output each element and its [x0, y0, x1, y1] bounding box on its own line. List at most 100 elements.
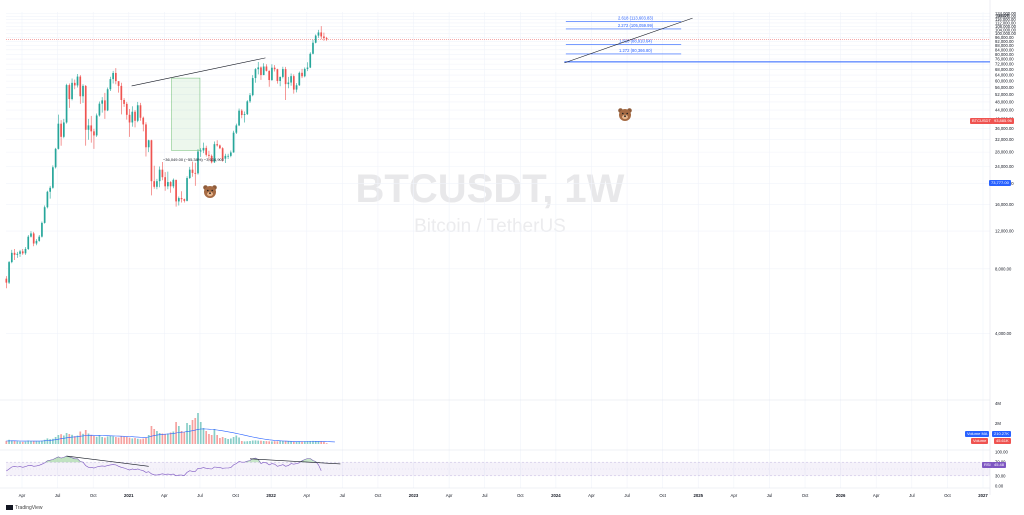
candle-body: [216, 144, 219, 146]
rsi-value: 45.48: [992, 462, 1007, 468]
candle-body: [175, 179, 177, 202]
volume-bar: [131, 438, 134, 444]
candle-body: [213, 144, 216, 163]
candle-body: [62, 122, 65, 137]
time-tick-label: Jul: [909, 493, 915, 498]
candle-body: [257, 67, 260, 70]
volume-bar: [314, 441, 317, 444]
candle-body: [161, 169, 164, 178]
candle-body: [284, 69, 287, 85]
candle-body: [142, 117, 145, 125]
candle-body: [101, 100, 104, 104]
candle-body: [158, 169, 161, 182]
candle-body: [136, 105, 139, 121]
candle-body: [227, 155, 229, 157]
volume-bar: [21, 441, 24, 444]
candle-body: [46, 191, 49, 208]
volume-bar: [295, 441, 298, 444]
volume-bar: [183, 432, 186, 444]
candle-body: [191, 169, 194, 173]
time-tick-label: Oct: [659, 493, 666, 498]
candle-body: [202, 147, 205, 151]
candle-body: [262, 66, 265, 76]
candle-body: [5, 278, 8, 283]
volume-bar: [123, 436, 125, 444]
candle-body: [167, 182, 169, 187]
volume-bar: [38, 441, 41, 444]
candle-body: [210, 155, 213, 163]
volume-bar: [68, 434, 71, 444]
rsi-pane: [6, 455, 990, 477]
volume-pane: [5, 413, 335, 444]
candle-body: [282, 69, 284, 77]
candle-body: [153, 181, 156, 187]
candle-body: [219, 145, 221, 149]
time-axis[interactable]: Apr Jul Oct 2021 Apr Jul Oct 2022 Apr Jul Oct 2023 A…: [19, 493, 989, 498]
candle-body: [43, 207, 46, 223]
price-tick-label: 116,000.00: [995, 17, 1016, 22]
volume-bar: [246, 441, 249, 444]
price-tick-label: 16,000.00: [995, 202, 1014, 207]
time-tick-label: Oct: [232, 493, 239, 498]
volume-bar: [271, 441, 273, 444]
tradingview-brand[interactable]: TradingView: [6, 505, 43, 511]
volume-tick-label: 4M: [995, 401, 1001, 406]
fibonacci-levels[interactable]: 1.272 (80,366.80) 1.618 (88,910.64) 2.272 …: [6, 16, 990, 63]
time-tick-label: Jul: [624, 493, 630, 498]
candle-body: [240, 110, 243, 116]
candle-body: [205, 147, 208, 155]
candle-body: [268, 70, 271, 81]
price-tick-label: 32,000.00: [995, 137, 1014, 142]
price-tick-label: 24,000.00: [995, 164, 1014, 169]
volume-bar: [254, 440, 257, 444]
volume-bar: [323, 441, 325, 444]
bear-eye-right: [626, 112, 628, 115]
price-tick-label: 36,000.00: [995, 126, 1014, 131]
volume-bar: [180, 431, 183, 444]
time-tick-label: Jul: [197, 493, 203, 498]
volume-bar: [301, 441, 303, 444]
volume-bar: [120, 436, 123, 444]
candle-body: [188, 169, 191, 179]
price-axis[interactable]: 4,000.008,000.0012,000.0016,000.0020,000…: [995, 11, 1017, 489]
volume-bar: [62, 435, 65, 444]
volume-bar: [235, 435, 238, 444]
volume-bar: [112, 436, 114, 444]
candle-body: [254, 69, 257, 79]
volume-bar: [229, 438, 232, 444]
candle-body: [169, 182, 172, 187]
candle-body: [314, 35, 317, 43]
candle-body: [290, 76, 292, 83]
candle-body: [208, 154, 210, 156]
drawings[interactable]: −36,049.00 (−55.38%) −3,604,900: [131, 17, 693, 198]
volume-bar: [156, 431, 158, 444]
candle-body: [180, 198, 183, 200]
volume-bar: [199, 422, 202, 444]
volume-bar: [32, 441, 35, 444]
candle-body: [246, 101, 249, 115]
rsi-legend: RSI: [982, 462, 993, 468]
candle-body: [65, 85, 68, 123]
price-tick-label: 52,000.00: [995, 92, 1014, 97]
candle-body: [71, 82, 73, 100]
candle-body: [150, 140, 153, 182]
candle-body: [117, 81, 120, 86]
candle-body: [295, 85, 298, 90]
time-tick-label: Oct: [90, 493, 97, 498]
candle-body: [271, 67, 273, 81]
volume-bar: [290, 441, 292, 444]
volume-bar: [243, 441, 246, 444]
candle-body: [229, 152, 232, 156]
time-tick-label: Jul: [482, 493, 488, 498]
volume-bar: [147, 435, 150, 444]
bear-icon: [203, 185, 217, 198]
volume-bar: [238, 437, 240, 444]
candle-body: [24, 248, 27, 254]
volume-bar: [177, 426, 180, 444]
time-tick-label: Jul: [55, 493, 61, 498]
volume-bar: [145, 438, 147, 444]
bear-eye-right: [211, 189, 213, 192]
volume-bar: [205, 431, 208, 444]
